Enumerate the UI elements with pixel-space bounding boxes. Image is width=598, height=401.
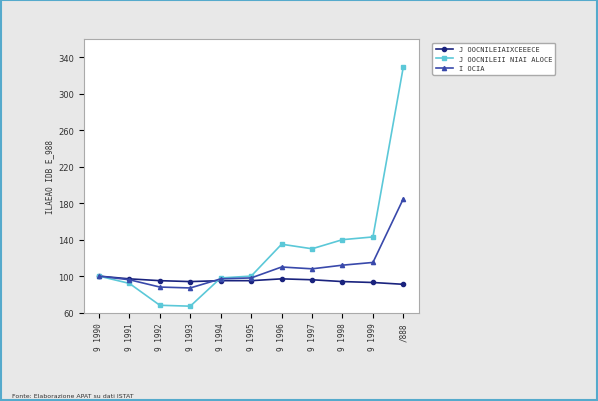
I OCIA <box>217 277 224 282</box>
J OOCNILEIAIXCEEECE <box>156 279 163 284</box>
J OOCNILEII NIAI ALOCE <box>339 238 346 243</box>
J OOCNILEIAIXCEEECE <box>248 279 255 284</box>
J OOCNILEII NIAI ALOCE <box>187 304 194 309</box>
J OOCNILEIAIXCEEECE <box>187 279 194 284</box>
Line: J OOCNILEIAIXCEEECE: J OOCNILEIAIXCEEECE <box>97 274 405 287</box>
J OOCNILEIAIXCEEECE <box>400 282 407 287</box>
I OCIA <box>156 285 163 290</box>
J OOCNILEII NIAI ALOCE <box>309 247 316 251</box>
J OOCNILEII NIAI ALOCE <box>95 274 102 279</box>
J OOCNILEII NIAI ALOCE <box>278 242 285 247</box>
J OOCNILEII NIAI ALOCE <box>126 281 133 286</box>
Text: Fonte: Elaborazione APAT su dati ISTAT: Fonte: Elaborazione APAT su dati ISTAT <box>12 393 133 398</box>
J OOCNILEIAIXCEEECE <box>339 279 346 284</box>
J OOCNILEII NIAI ALOCE <box>370 235 377 240</box>
I OCIA <box>248 276 255 281</box>
J OOCNILEIAIXCEEECE <box>126 277 133 282</box>
I OCIA <box>370 260 377 265</box>
J OOCNILEIAIXCEEECE <box>278 277 285 282</box>
J OOCNILEIAIXCEEECE <box>217 279 224 284</box>
Legend: J OOCNILEIAIXCEEECE, J OOCNILEII NIAI ALOCE, I OCIA: J OOCNILEIAIXCEEECE, J OOCNILEII NIAI AL… <box>432 44 556 75</box>
J OOCNILEII NIAI ALOCE <box>400 65 407 70</box>
Y-axis label: ILAEAO IDB E_988: ILAEAO IDB E_988 <box>45 140 54 213</box>
I OCIA <box>339 263 346 268</box>
J OOCNILEII NIAI ALOCE <box>156 303 163 308</box>
Line: J OOCNILEII NIAI ALOCE: J OOCNILEII NIAI ALOCE <box>97 65 405 308</box>
J OOCNILEIAIXCEEECE <box>370 280 377 285</box>
J OOCNILEII NIAI ALOCE <box>217 276 224 281</box>
I OCIA <box>95 274 102 279</box>
I OCIA <box>278 265 285 270</box>
J OOCNILEII NIAI ALOCE <box>248 274 255 279</box>
Line: I OCIA: I OCIA <box>97 197 405 290</box>
I OCIA <box>187 286 194 291</box>
J OOCNILEIAIXCEEECE <box>309 277 316 282</box>
I OCIA <box>309 267 316 271</box>
I OCIA <box>400 197 407 202</box>
J OOCNILEIAIXCEEECE <box>95 274 102 279</box>
I OCIA <box>126 277 133 282</box>
